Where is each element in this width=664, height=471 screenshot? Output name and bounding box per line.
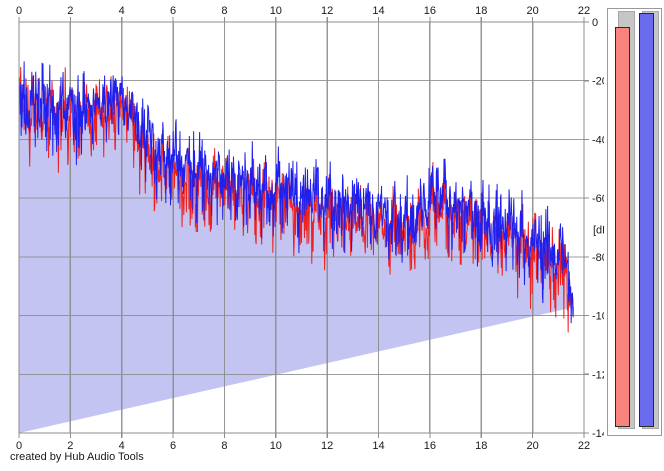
right-meter-fill — [639, 13, 654, 427]
xtick-top-0: 0 — [16, 5, 22, 17]
spectrum-plot-panel[interactable]: 02468101214161820220246810121416182022[k… — [0, 0, 604, 450]
left-meter-fill — [615, 26, 630, 427]
xtick-top-22: 22 — [578, 5, 590, 17]
xtick-top-20: 20 — [527, 5, 539, 17]
xtick-bottom-22: 22 — [578, 440, 590, 450]
xtick-bottom-8: 8 — [221, 440, 227, 450]
ytick-minus40: -40 — [592, 134, 604, 146]
xtick-top-8: 8 — [221, 5, 227, 17]
xtick-bottom-16: 16 — [424, 440, 436, 450]
xtick-top-14: 14 — [372, 5, 384, 17]
xtick-bottom-12: 12 — [321, 440, 333, 450]
ytick-minus100: -100 — [592, 311, 604, 323]
xtick-top-2: 2 — [67, 5, 73, 17]
xtick-top-6: 6 — [170, 5, 176, 17]
ytick-minus120: -120 — [592, 369, 604, 381]
xtick-top-16: 16 — [424, 5, 436, 17]
y-axis-unit-label: [dB] — [593, 224, 604, 236]
xtick-bottom-18: 18 — [475, 440, 487, 450]
xtick-top-4: 4 — [119, 5, 125, 17]
ytick-minus20: -20 — [592, 76, 604, 88]
xtick-top-18: 18 — [475, 5, 487, 17]
level-meter-panel — [607, 8, 662, 436]
xtick-bottom-2: 2 — [67, 440, 73, 450]
xtick-bottom-4: 4 — [119, 440, 125, 450]
xtick-top-12: 12 — [321, 5, 333, 17]
xtick-bottom-20: 20 — [527, 440, 539, 450]
ytick-0: 0 — [592, 17, 598, 29]
ytick-minus80: -80 — [592, 252, 604, 264]
xtick-bottom-10: 10 — [270, 440, 282, 450]
xtick-top-10: 10 — [270, 5, 282, 17]
credit-text: created by Hub Audio Tools — [10, 451, 144, 463]
ytick-minus140: -140 — [592, 428, 604, 440]
ytick-minus60: -60 — [592, 193, 604, 205]
xtick-bottom-14: 14 — [372, 440, 384, 450]
xtick-bottom-6: 6 — [170, 440, 176, 450]
spectrum-chart[interactable]: 02468101214161820220246810121416182022[k… — [0, 0, 604, 450]
xtick-bottom-0: 0 — [16, 440, 22, 450]
